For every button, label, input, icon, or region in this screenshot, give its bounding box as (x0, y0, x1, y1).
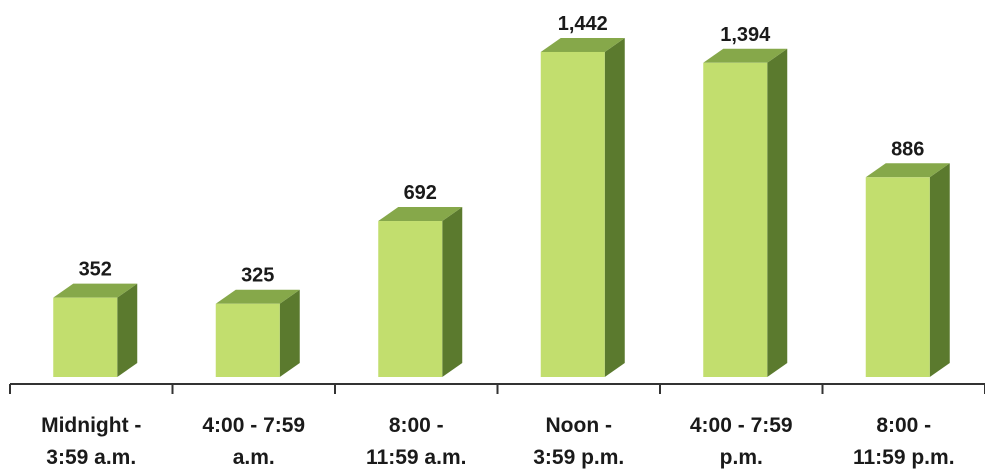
category-label-3-line-1: 3:59 p.m. (533, 446, 624, 469)
bar-0 (53, 283, 138, 377)
value-label-5: 886 (891, 138, 924, 160)
category-label-4-line-0: 4:00 - 7:59 (690, 414, 793, 437)
bar-front-face (865, 177, 930, 377)
value-label-3: 1,442 (558, 13, 608, 35)
bar-front-face (378, 221, 443, 377)
category-label-1-line-1: a.m. (233, 446, 275, 469)
category-label-2-line-1: 11:59 a.m. (366, 446, 466, 469)
bar-3 (540, 37, 625, 377)
bar-side-face (604, 37, 625, 377)
bar-side-face (279, 289, 300, 377)
bar-5 (865, 163, 950, 377)
value-labels: 352 325 692 1,442 1,394 886 (79, 13, 925, 287)
category-label-4-line-1: p.m. (720, 446, 763, 469)
value-label-2: 692 (404, 182, 437, 204)
category-label-5-line-1: 11:59 p.m. (853, 446, 955, 469)
bar-front-face (703, 62, 768, 378)
bar-side-face (117, 283, 138, 377)
bar-top-face (378, 207, 463, 222)
bar-2 (378, 207, 463, 377)
bar-top-face (215, 289, 300, 304)
category-label-0-line-0: Midnight - (41, 414, 141, 437)
bar-top-face (540, 37, 625, 52)
bar-side-face (929, 163, 950, 377)
value-label-4: 1,394 (720, 24, 771, 46)
bar-top-face (865, 163, 950, 178)
category-label-0-line-1: 3:59 a.m. (46, 446, 136, 469)
category-label-2-line-0: 8:00 - (389, 414, 444, 437)
category-labels: Midnight - 3:59 a.m. 4:00 - 7:59 a.m. 8:00 -… (41, 414, 954, 469)
bar-front-face (215, 303, 280, 377)
bar-4 (703, 48, 788, 378)
value-label-1: 325 (241, 265, 274, 287)
bar-front-face (540, 51, 605, 377)
bar-top-face (703, 48, 788, 63)
bar-front-face (53, 297, 118, 377)
bar-side-face (442, 207, 463, 377)
bar-group (53, 37, 950, 378)
category-label-3-line-0: Noon - (546, 414, 612, 437)
x-axis-ticks (9, 384, 985, 394)
bar-1 (215, 289, 300, 377)
category-label-1-line-0: 4:00 - 7:59 (202, 414, 305, 437)
bar-side-face (767, 48, 788, 378)
value-label-0: 352 (79, 259, 112, 281)
category-label-5-line-0: 8:00 - (876, 414, 931, 437)
bar-top-face (53, 283, 138, 298)
